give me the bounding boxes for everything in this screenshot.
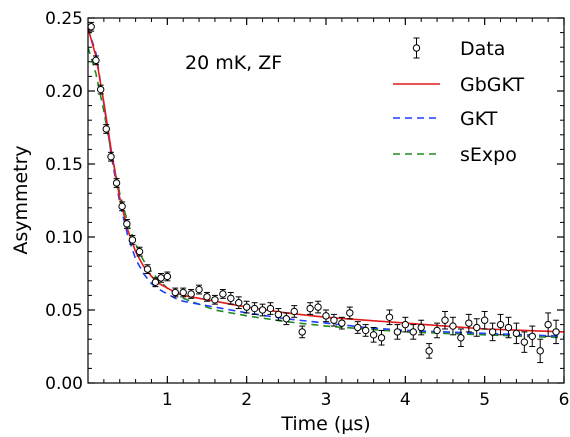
data-point: [87, 23, 95, 31]
data-point: [393, 328, 402, 336]
data-point: [314, 303, 322, 311]
data-point: [107, 153, 115, 161]
x-tick-label: 3: [321, 390, 332, 410]
x-tick-label: 5: [479, 390, 490, 410]
x-axis: 1 2 3 4 5 6: [103, 18, 570, 410]
data-point: [102, 125, 110, 133]
data-point: [187, 290, 195, 298]
data-point: [143, 265, 152, 273]
series-line-gkt: [87, 27, 565, 338]
data-point: [235, 299, 243, 307]
data-point: [377, 334, 386, 342]
legend: Data GbGKT GKT sExpo: [393, 37, 524, 166]
x-tick-label: 6: [559, 390, 570, 410]
legend-label: Data: [460, 38, 505, 60]
y-axis-title: Asymmetry: [10, 145, 32, 254]
data-point: [242, 303, 251, 311]
data-point: [409, 328, 417, 336]
data-point: [354, 323, 362, 332]
data-point: [322, 312, 330, 320]
data-point: [135, 247, 144, 256]
data-point: [227, 294, 235, 303]
data-point: [118, 202, 126, 211]
data-point: [465, 319, 473, 327]
data-point: [449, 322, 457, 330]
data-point: [157, 274, 165, 282]
chart-annotation: 20 mK, ZF: [185, 52, 282, 74]
data-point: [258, 306, 267, 314]
data-point: [195, 285, 203, 294]
data-point: [457, 334, 465, 342]
data-point: [504, 323, 513, 332]
data-point: [266, 304, 275, 313]
data-point: [92, 56, 100, 65]
data-point: [282, 315, 291, 323]
data-point: [211, 296, 219, 304]
x-tick-label: 2: [241, 390, 252, 410]
data-point: [425, 347, 433, 355]
data-point: [274, 310, 283, 319]
y-tick-label: 0.00: [45, 374, 83, 394]
data-point: [306, 304, 314, 313]
y-axis: 0.00 0.05 0.10 0.15 0.20 0.25: [45, 9, 564, 394]
y-tick-label: 0.20: [45, 82, 83, 102]
data-point: [433, 326, 441, 335]
data-point: [203, 293, 211, 301]
data-point: [250, 304, 259, 313]
data-point: [298, 328, 306, 336]
y-tick-label: 0.10: [45, 228, 83, 248]
data-point: [128, 236, 137, 244]
legend-label: sExpo: [460, 144, 517, 166]
data-point: [163, 272, 172, 281]
data-point: [401, 320, 410, 329]
y-tick-label: 0.05: [45, 301, 83, 321]
data-point: [512, 329, 521, 338]
data-point: [385, 313, 394, 321]
data-point: [528, 332, 536, 340]
data-point: [552, 328, 560, 336]
data-point: [290, 307, 298, 316]
data-point: [179, 288, 187, 297]
legend-marker-point: [412, 44, 421, 52]
data-point: [112, 179, 121, 187]
data-point: [488, 328, 497, 336]
y-tick-label: 0.15: [45, 155, 83, 175]
data-points: [87, 21, 560, 364]
data-point: [473, 323, 481, 332]
data-point: [369, 331, 378, 339]
data-point: [338, 319, 346, 327]
data-point: [520, 338, 529, 346]
data-point: [536, 347, 544, 355]
data-point: [417, 323, 425, 332]
data-point: [361, 326, 370, 335]
legend-label: GbGKT: [460, 74, 524, 96]
data-point: [151, 278, 160, 286]
data-point: [496, 320, 505, 329]
data-point: [96, 85, 105, 94]
data-point: [171, 288, 179, 297]
data-point: [123, 220, 131, 228]
x-axis-title: Time (μs): [280, 413, 370, 435]
y-tick-label: 0.25: [45, 9, 83, 29]
data-point: [480, 316, 489, 324]
data-point: [219, 290, 227, 298]
x-tick-label: 4: [400, 390, 411, 410]
data-point: [441, 316, 449, 324]
data-point: [346, 309, 354, 317]
x-tick-label: 1: [162, 390, 173, 410]
data-point: [330, 316, 338, 324]
legend-label: GKT: [460, 108, 498, 130]
data-point: [544, 320, 552, 329]
